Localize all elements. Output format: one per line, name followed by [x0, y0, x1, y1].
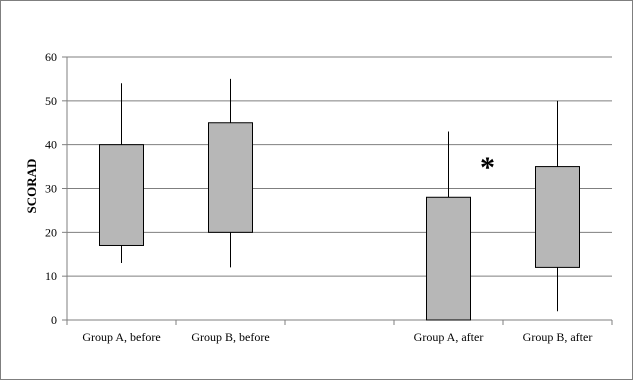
box: [208, 122, 253, 233]
grid-lines: [67, 56, 612, 277]
significance-asterisk: *: [480, 151, 495, 184]
category-label: Group A, before: [82, 330, 160, 344]
category-label: Group B, before: [191, 330, 269, 344]
annotations: *: [480, 151, 495, 184]
boxes: [99, 78, 580, 321]
category-labels: Group A, before Group B, before Group A, a…: [82, 330, 592, 344]
box: [426, 196, 471, 321]
axes: [62, 56, 613, 325]
y-tick-label: 50: [45, 94, 57, 108]
y-tick-label: 30: [45, 182, 57, 196]
y-tick-label: 10: [45, 269, 57, 283]
box: [535, 166, 580, 268]
category-label: Group A, after: [414, 330, 484, 344]
category-label: Group B, after: [523, 330, 593, 344]
y-axis-label: SCORAD: [24, 159, 39, 214]
y-tick-label: 60: [45, 50, 57, 64]
y-tick-label: 40: [45, 138, 57, 152]
y-tick-label: 20: [45, 225, 57, 239]
box: [99, 144, 144, 246]
y-tick-labels: 0 10 20 30 40 50 60: [45, 50, 57, 327]
y-tick-label: 0: [51, 313, 57, 327]
